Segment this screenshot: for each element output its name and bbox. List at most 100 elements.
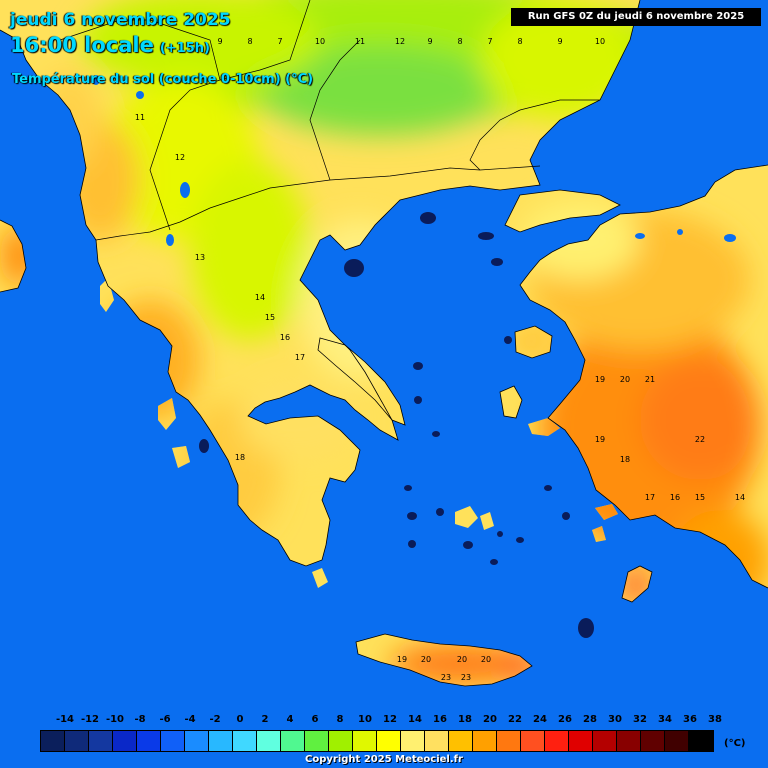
legend-tick-label: 36 <box>683 714 697 725</box>
grid-value-label: 10 <box>315 37 325 46</box>
legend-swatch <box>113 731 137 751</box>
legend-unit: (°C) <box>724 738 746 749</box>
legend-swatch <box>497 731 521 751</box>
legend-swatch <box>89 731 113 751</box>
legend-tick-label: 14 <box>408 714 422 725</box>
legend-tick-label: 8 <box>336 714 344 725</box>
grid-value-label: 16 <box>280 333 290 342</box>
legend-swatch <box>617 731 641 751</box>
legend-tick-label: 30 <box>608 714 622 725</box>
grid-value-label: 19 <box>595 375 605 384</box>
color-legend: -14 -12 -10 -8 -6 -4 -2 0 2 4 6 8 10 12 14 16 18 20 22 24 26… <box>0 712 768 768</box>
forecast-local-time: 16:00 locale <box>10 33 154 57</box>
forecast-lead-time: (+15h) <box>159 41 210 56</box>
legend-tick-label: 12 <box>383 714 397 725</box>
legend-swatch <box>377 731 401 751</box>
copyright-text: Copyright 2025 Meteociel.fr <box>305 754 463 765</box>
grid-value-label: 19 <box>595 435 605 444</box>
grid-value-label: 11 <box>135 113 145 122</box>
legend-swatch <box>137 731 161 751</box>
legend-swatch <box>233 731 257 751</box>
legend-tick-label: 4 <box>286 714 294 725</box>
legend-swatch <box>473 731 497 751</box>
grid-value-label: 12 <box>395 37 405 46</box>
legend-tick-label: 28 <box>583 714 597 725</box>
run-info-box: Run GFS 0Z du jeudi 6 novembre 2025 <box>511 8 761 26</box>
legend-swatch <box>401 731 425 751</box>
grid-value-label: 14 <box>735 493 745 502</box>
grid-value-label: 9 <box>557 37 562 46</box>
legend-color-bar <box>40 730 714 752</box>
legend-swatch <box>353 731 377 751</box>
legend-tick-label: -4 <box>184 714 196 725</box>
temperature-map: 9 8 7 10 11 12 9 8 7 8 9 10 19 20 21 22 19 18 17 16 15 14 14 15… <box>0 0 768 687</box>
grid-value-label: 8 <box>247 37 252 46</box>
forecast-date: jeudi 6 novembre 2025 <box>10 10 231 30</box>
grid-value-label: 9 <box>217 37 222 46</box>
legend-swatch <box>209 731 233 751</box>
grid-value-label: 15 <box>695 493 705 502</box>
legend-swatch <box>545 731 569 751</box>
grid-value-label: 14 <box>255 293 265 302</box>
grid-value-label: 18 <box>620 455 630 464</box>
legend-swatch <box>185 731 209 751</box>
legend-tick-label: 10 <box>358 714 372 725</box>
legend-swatch <box>257 731 281 751</box>
legend-swatch <box>305 731 329 751</box>
legend-tick-label: -10 <box>105 714 125 725</box>
legend-swatch <box>665 731 689 751</box>
legend-swatch <box>593 731 617 751</box>
grid-value-label: 13 <box>195 253 205 262</box>
grid-value-label: 21 <box>645 375 655 384</box>
grid-value-label: 20 <box>620 375 630 384</box>
grid-value-label: 20 <box>457 655 467 664</box>
grid-value-label: 23 <box>461 673 471 682</box>
legend-tick-label: 32 <box>633 714 647 725</box>
grid-value-label: 12 <box>175 153 185 162</box>
legend-tick-label: 34 <box>658 714 672 725</box>
grid-value-label: 17 <box>295 353 305 362</box>
legend-swatch <box>65 731 89 751</box>
grid-value-label: 8 <box>517 37 522 46</box>
legend-tick-label: 16 <box>433 714 447 725</box>
grid-value-label: 7 <box>277 37 282 46</box>
grid-value-label: 8 <box>457 37 462 46</box>
grid-value-label: 9 <box>427 37 432 46</box>
grid-value-label: 15 <box>265 313 275 322</box>
grid-value-label: 22 <box>695 435 705 444</box>
grid-value-label: 11 <box>355 37 365 46</box>
legend-swatch <box>41 731 65 751</box>
legend-labels: -14 -12 -10 -8 -6 -4 -2 0 2 4 6 8 10 12 14 16 18 20 22 24 26… <box>0 712 768 728</box>
grid-value-label: 19 <box>397 655 407 664</box>
grid-value-label: 18 <box>235 453 245 462</box>
legend-tick-label: 2 <box>261 714 269 725</box>
legend-swatch <box>521 731 545 751</box>
legend-tick-label: 26 <box>558 714 572 725</box>
grid-value-label: 20 <box>481 655 491 664</box>
legend-swatch <box>449 731 473 751</box>
legend-tick-label: -8 <box>134 714 146 725</box>
legend-tick-label: 0 <box>236 714 244 725</box>
legend-swatch <box>569 731 593 751</box>
forecast-time: 16:00 locale (+15h) <box>10 33 210 57</box>
parameter-title: Température du sol (couche 0-10cm) (°C) <box>12 72 314 87</box>
grid-value-label: 17 <box>645 493 655 502</box>
legend-swatch <box>641 731 665 751</box>
grid-value-label: 20 <box>421 655 431 664</box>
legend-tick-label: 24 <box>533 714 547 725</box>
legend-swatch <box>281 731 305 751</box>
legend-tick-label: -12 <box>80 714 100 725</box>
legend-tick-label: -14 <box>55 714 75 725</box>
grid-value-label: 23 <box>441 673 451 682</box>
legend-tick-label: 6 <box>311 714 319 725</box>
grid-value-label: 7 <box>487 37 492 46</box>
legend-tick-label: 18 <box>458 714 472 725</box>
legend-swatch <box>161 731 185 751</box>
grid-value-label: 10 <box>595 37 605 46</box>
legend-tick-label: 20 <box>483 714 497 725</box>
legend-swatch <box>689 731 713 751</box>
legend-swatch <box>329 731 353 751</box>
legend-tick-label: -6 <box>159 714 171 725</box>
legend-swatch <box>425 731 449 751</box>
grid-value-label: 16 <box>670 493 680 502</box>
